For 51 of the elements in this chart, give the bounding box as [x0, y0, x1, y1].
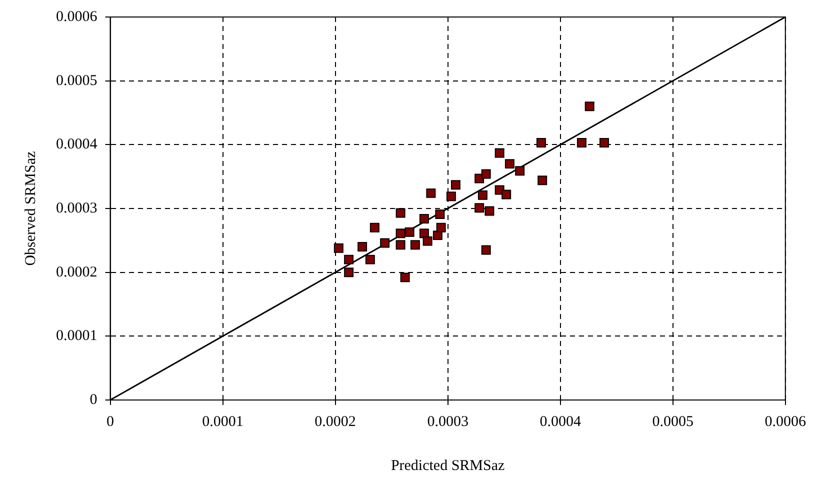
y-tick-label: 0 [90, 392, 98, 408]
point [536, 138, 546, 148]
x-tick-label: 0.0005 [652, 414, 694, 430]
y-tick-label: 0.0005 [56, 72, 98, 89]
x-tick-label: 0 [106, 414, 114, 430]
point [396, 240, 406, 250]
point [419, 214, 429, 224]
x-tick-label: 0.0002 [314, 414, 356, 430]
y-tick-label: 0.0002 [56, 264, 98, 280]
x-tick-label: 0.0001 [202, 414, 244, 430]
point [396, 228, 406, 238]
y-tick-label: 0.0004 [56, 136, 98, 153]
point [599, 138, 609, 148]
x-tick-label: 0.0004 [540, 414, 582, 430]
point [446, 192, 456, 202]
point [344, 268, 354, 278]
point [334, 243, 344, 253]
point [494, 148, 504, 158]
point [436, 222, 446, 232]
point [426, 188, 436, 198]
point [515, 166, 525, 176]
y-axis-title: Observed SRMSaz [22, 150, 39, 266]
point [478, 190, 488, 200]
point [481, 245, 491, 255]
point [584, 102, 594, 112]
point [422, 236, 432, 246]
point [358, 242, 368, 252]
x-axis-title: Predicted SRMSaz [390, 458, 506, 474]
x-tick-label: 0.0003 [427, 414, 468, 430]
point [576, 138, 586, 148]
point [419, 228, 429, 238]
point [481, 169, 491, 179]
point [484, 206, 494, 216]
y-tick-label: 0.0001 [56, 328, 98, 344]
point [474, 203, 484, 213]
x-tick-label: 0.0006 [764, 414, 806, 430]
point [400, 272, 410, 282]
point [404, 227, 414, 237]
y-tick-label: 0.0006 [56, 8, 98, 25]
point [435, 210, 445, 219]
point [502, 190, 512, 200]
point [344, 254, 354, 264]
point [396, 208, 406, 218]
point [450, 180, 460, 190]
y-tick-label: 0.0003 [56, 200, 98, 216]
point [380, 238, 390, 248]
point [538, 176, 548, 186]
point [504, 159, 514, 169]
point [365, 254, 375, 264]
point [370, 222, 380, 232]
point [410, 240, 420, 250]
